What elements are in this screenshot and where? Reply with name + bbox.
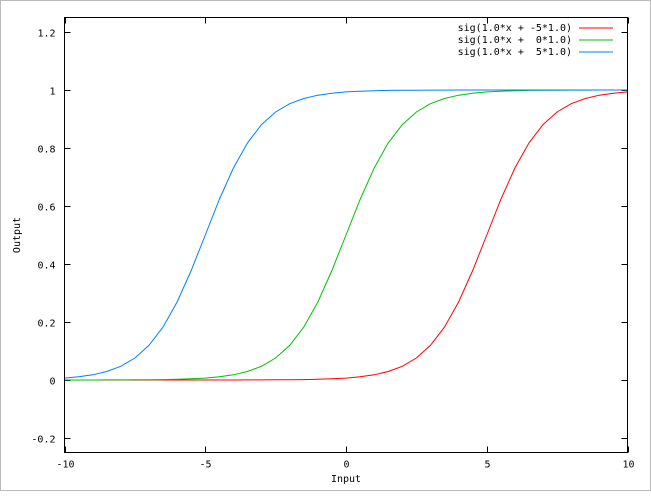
y-tick-label: 1.2: [37, 29, 55, 40]
series-line-2: [64, 89, 628, 379]
y-tick-label: 0.8: [37, 145, 55, 156]
x-tick-label: -10: [56, 460, 74, 471]
plot-frame: [64, 17, 628, 453]
x-tick-label: 5: [484, 460, 490, 471]
axes: -0.2 0 0.2 0.4 0.6 0.8 1 1.2 -10 -5 0 5 10: [31, 17, 635, 471]
x-tick-label: 0: [343, 460, 349, 471]
y-axis-label: Output: [12, 217, 23, 253]
y-tick-label: 0.4: [37, 261, 55, 272]
y-tick-label: 0.6: [37, 203, 55, 214]
y-tick-label: 0.2: [37, 319, 55, 330]
y-tick-label: 0: [49, 377, 55, 388]
x-tick-label: 10: [622, 460, 634, 471]
legend-label-1: sig(1.0*x + 0*1.0): [458, 35, 572, 46]
x-axis-label: Input: [331, 474, 361, 485]
legend-label-2: sig(1.0*x + 5*1.0): [458, 47, 572, 58]
x-tick-label: -5: [199, 460, 211, 471]
y-tick-label: 1: [49, 87, 55, 98]
legend-label-0: sig(1.0*x + -5*1.0): [458, 23, 572, 34]
y-tick-label: -0.2: [31, 435, 55, 446]
legend: sig(1.0*x + -5*1.0)sig(1.0*x + 0*1.0)sig…: [458, 23, 613, 58]
series-lines: [64, 89, 628, 381]
